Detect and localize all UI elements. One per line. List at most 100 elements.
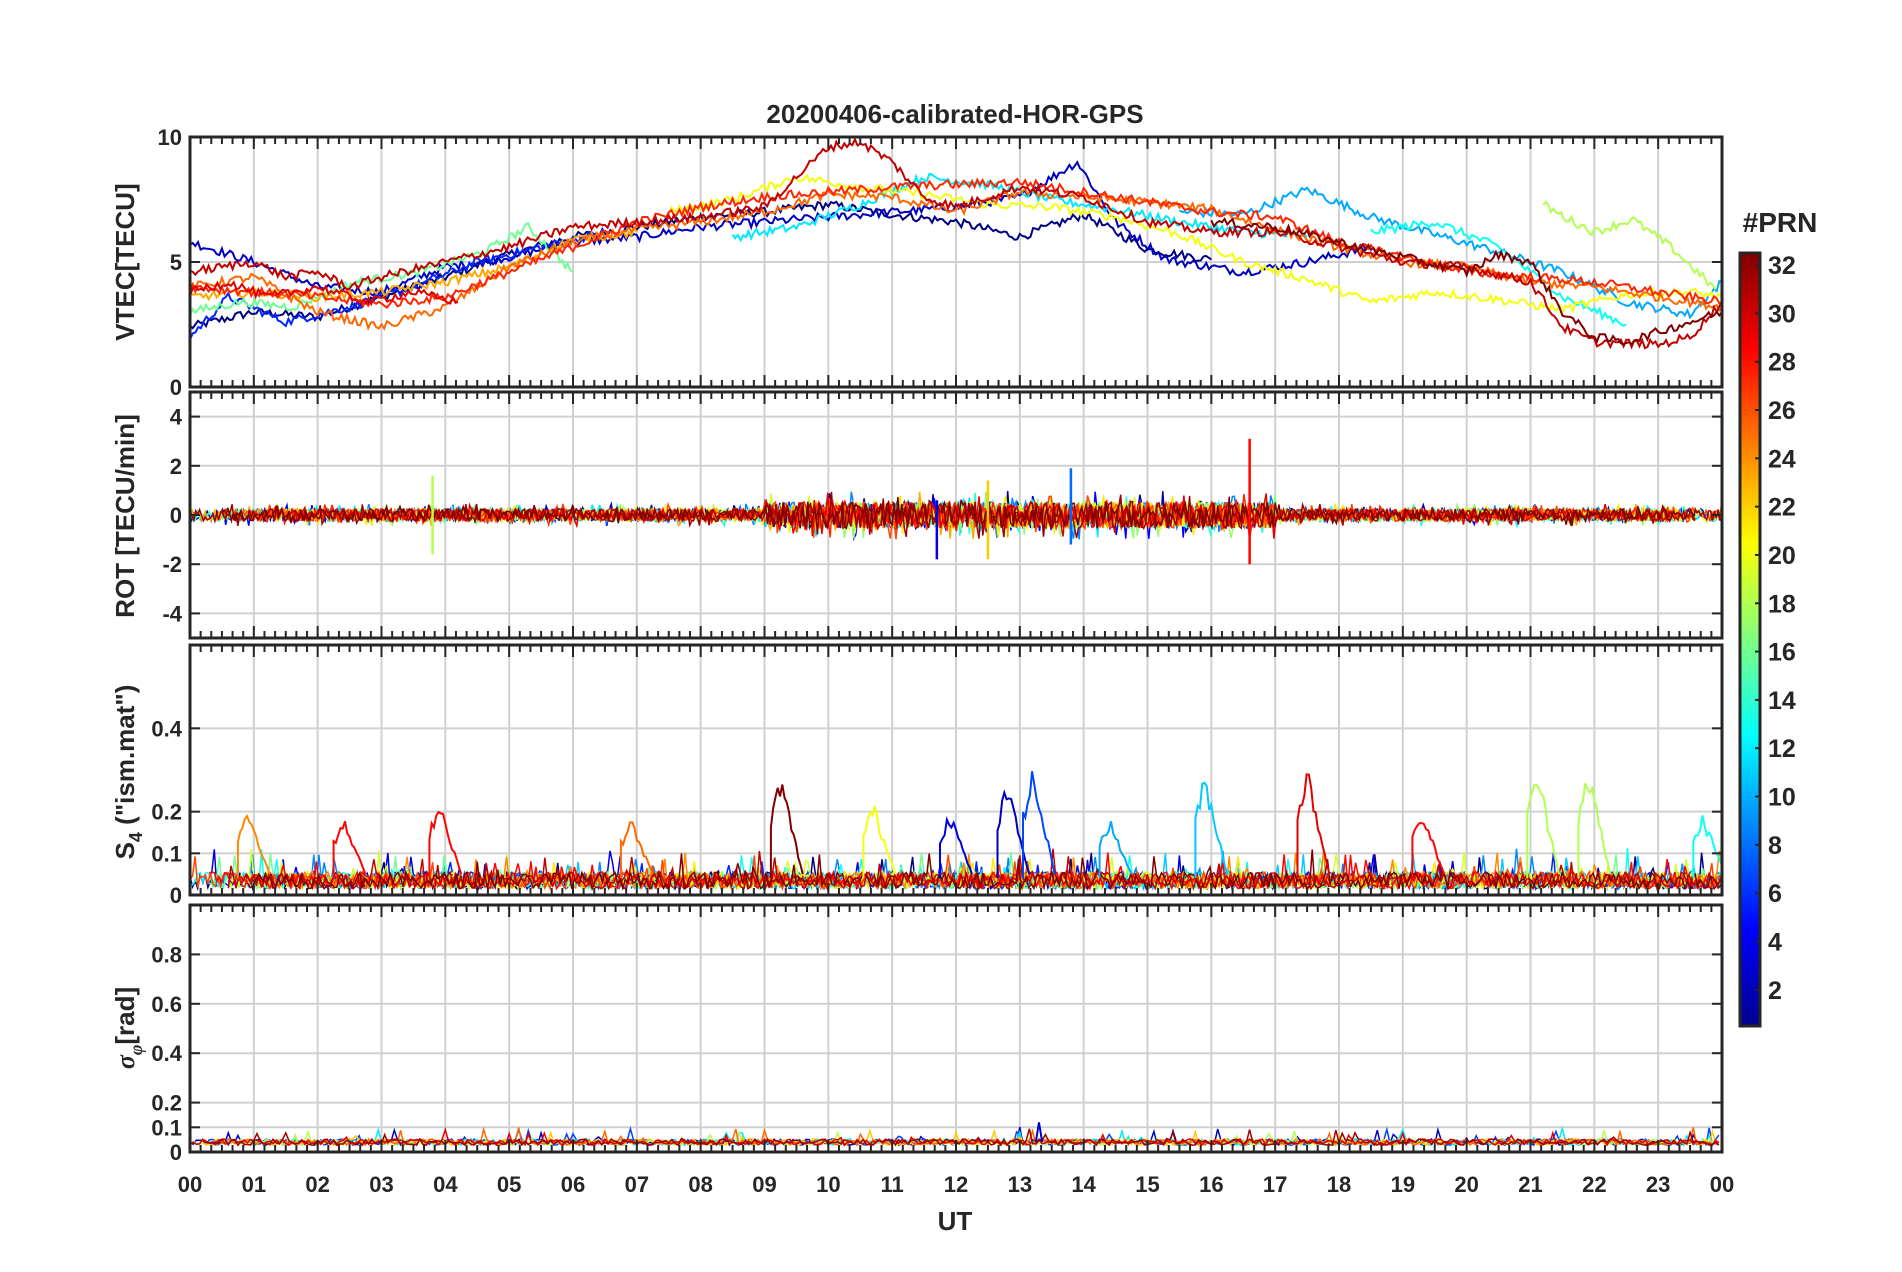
x-tick-label: 05 [497, 1172, 521, 1197]
s4-peak-prn-13 [1692, 815, 1723, 879]
s4-panel: 0 0.1 0.2 0.4 [151, 643, 1724, 908]
vtec-series-prn-10 [1178, 186, 1723, 320]
s4-peak-prn-4 [939, 816, 973, 879]
x-tick-label: 01 [242, 1172, 266, 1197]
x-tick-label: 10 [816, 1172, 840, 1197]
sigma_phi-ytick-label: 0.4 [151, 1041, 182, 1066]
rot-ytick-label: 0 [170, 503, 182, 528]
x-tick-label: 18 [1327, 1172, 1351, 1197]
x-tick-label: 07 [625, 1172, 649, 1197]
s4-ytick-label: 0.1 [151, 841, 182, 866]
s4-ytick-label: 0 [170, 883, 182, 908]
vtec-series-prn-20 [667, 173, 1723, 317]
colorbar-tick-label: 22 [1768, 494, 1796, 522]
s4-peak-prn-28 [1411, 821, 1446, 879]
rot-ytick-label: -2 [162, 552, 182, 577]
colorbar-tick-label: 28 [1768, 349, 1796, 377]
vtec-series-prn-32 [1210, 217, 1723, 346]
x-tick-label: 11 [881, 1172, 904, 1197]
x-tick-label: 00 [1710, 1172, 1734, 1197]
vtec-ytick-label: 0 [170, 375, 182, 400]
vtec-series-prn-25 [189, 187, 1723, 332]
x-tick-label: 02 [305, 1172, 329, 1197]
vtec-series-prn-6 [189, 227, 606, 340]
s4-peak-prn-29 [1296, 773, 1331, 879]
s4-peak-prn-7 [1022, 771, 1056, 879]
colorbar-tick-label: 18 [1768, 590, 1796, 618]
s4-peak-prn-25 [619, 821, 654, 879]
sigma_phi-ytick-label: 0 [170, 1140, 182, 1165]
vtec-series-prn-18 [1542, 200, 1717, 291]
vtec-ytick-label: 5 [170, 250, 182, 275]
sigma_phi-panel: 00.10.2 0.4 0.6 0.8 [151, 903, 1724, 1165]
vtec-series-prn-29 [189, 280, 459, 307]
x-tick-label: 13 [1008, 1172, 1032, 1197]
s4-peak-prn-24 [236, 813, 271, 879]
vtec-ytick-label: 10 [158, 125, 182, 150]
x-tick-label: 19 [1391, 1172, 1415, 1197]
s4-ytick-label: 0.4 [151, 716, 182, 741]
sigma_phi-ytick-label: 0.6 [151, 992, 182, 1017]
vtec-data [189, 137, 1723, 350]
vtec-ylabel: VTEC[TECU] [110, 183, 140, 340]
colorbar-tick-label: 16 [1768, 639, 1796, 667]
sigma_phi-ytick-label: 0.1 [151, 1115, 182, 1140]
colorbar-tick-label: 2 [1768, 977, 1782, 1005]
x-tick-label: 21 [1518, 1172, 1542, 1197]
x-tick-label: 23 [1646, 1172, 1670, 1197]
s4-peak-prn-28 [332, 820, 367, 879]
colorbar-tick-label: 20 [1768, 542, 1796, 570]
s4-peak-prn-28 [428, 810, 463, 879]
rot-series-prn-32 [221, 496, 1696, 537]
s4-data [189, 771, 1723, 892]
vtec-series-prn-30 [189, 137, 1723, 350]
colorbar-tick-label: 10 [1768, 784, 1796, 812]
x-tick-label: 17 [1263, 1172, 1287, 1197]
x-tick-label: 22 [1582, 1172, 1606, 1197]
sigma-phi-peak [1034, 1122, 1044, 1143]
chart-title: 20200406-calibrated-HOR-GPS [766, 99, 1143, 129]
sigma-phi-ylabel: σφ[rad] [110, 987, 146, 1069]
sigma_phi-ytick-label: 0.2 [151, 1091, 182, 1116]
sigma_phi-ytick-label: 0.8 [151, 942, 182, 967]
sigma_phi-frame [188, 903, 1724, 1154]
colorbar-tick-label: 30 [1768, 300, 1796, 328]
x-tick-label: 08 [688, 1172, 712, 1197]
x-tick-label: 03 [369, 1172, 393, 1197]
colorbar-tick-label: 12 [1768, 735, 1796, 763]
s4-ylabel: S4 ("ism.mat") [110, 685, 146, 860]
rot-ylabel: ROT [TECU/min] [110, 414, 140, 618]
s4-peak-prn-3 [996, 789, 1031, 879]
s4-peak-prn-18 [1526, 783, 1561, 879]
colorbar-label: #PRN [1743, 207, 1818, 238]
s4-peak-prn-32 [769, 784, 804, 879]
x-tick-label: 00 [178, 1172, 202, 1197]
s4-peak-prn-10 [1098, 821, 1133, 879]
x-tick-label: 14 [1071, 1172, 1096, 1197]
x-tick-labels: 00 01 02 03 04 05 06 07 08 09 10 11 12 13 14 15 16 17 18 19… [178, 1172, 1734, 1197]
s4-peak-prn-11 [1194, 781, 1229, 879]
x-tick-label: 09 [752, 1172, 776, 1197]
colorbar-tick-label: 8 [1768, 832, 1782, 860]
s4-ytick-label: 0.2 [151, 800, 182, 825]
colorbar-tick-label: 32 [1768, 252, 1796, 280]
colorbar-tick-label: 24 [1768, 445, 1796, 473]
x-tick-label: 04 [433, 1172, 458, 1197]
s4-frame [188, 643, 1724, 897]
vtec-series-prn-3 [189, 160, 1372, 298]
x-tick-label: 15 [1135, 1172, 1159, 1197]
s4-peak-prn-18 [1577, 783, 1612, 879]
colorbar-tick-label: 6 [1768, 880, 1782, 908]
x-axis-label: UT [938, 1206, 973, 1236]
s4-series-prn-32 [246, 849, 1722, 892]
x-tick-label: 06 [561, 1172, 585, 1197]
rot-data [189, 438, 1723, 565]
x-tick-label: 12 [944, 1172, 968, 1197]
rot-ytick-label: 2 [170, 454, 182, 479]
sigma_phi-data [189, 1122, 1720, 1148]
colorbar [1738, 251, 1762, 1028]
s4-peak-prn-20 [862, 805, 897, 879]
